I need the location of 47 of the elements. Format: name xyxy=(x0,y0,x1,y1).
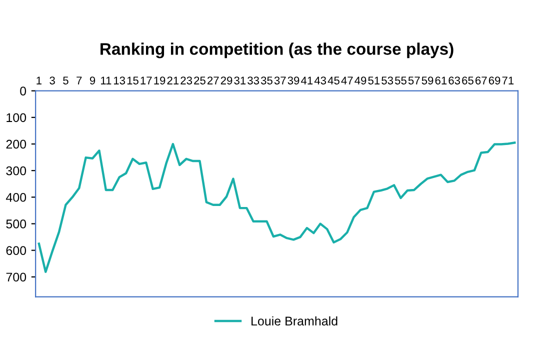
y-tick-label: 200 xyxy=(6,140,26,149)
x-tick-label: 25 xyxy=(194,76,206,84)
legend-label: Louie Bramhald xyxy=(252,316,338,326)
x-tick-label: 27 xyxy=(208,76,219,84)
x-tick-label: 33 xyxy=(248,76,260,84)
x-tick-label: 69 xyxy=(488,76,500,84)
x-tick-label: 9 xyxy=(90,76,96,84)
y-tick-label: 0 xyxy=(20,86,26,96)
x-tick-label: 7 xyxy=(76,76,82,84)
x-tick-label: 67 xyxy=(476,76,487,84)
y-tick-label: 700 xyxy=(6,272,26,282)
x-tick-label: 29 xyxy=(220,76,232,84)
chart-title: Ranking in competition (as the course plays) xyxy=(100,42,454,58)
x-tick-label: 43 xyxy=(314,76,326,84)
x-tick-label: 47 xyxy=(341,76,353,84)
y-tick-label: 300 xyxy=(6,166,26,176)
x-tick-label: 3 xyxy=(50,76,55,84)
x-tick-label: 61 xyxy=(435,76,447,84)
x-tick-label: 71 xyxy=(502,76,514,84)
x-tick-label: 49 xyxy=(354,76,366,84)
x-tick-label: 21 xyxy=(167,76,179,84)
x-tick-label: 65 xyxy=(462,76,474,84)
x-tick-label: 59 xyxy=(422,76,434,84)
y-tick-label: 100 xyxy=(6,113,26,122)
y-tick-label: 400 xyxy=(6,192,26,202)
x-tick-label: 1 xyxy=(36,76,42,84)
x-tick-label: 31 xyxy=(234,76,246,84)
y-tick-label: 600 xyxy=(6,246,26,255)
line-series xyxy=(38,142,516,273)
x-tick-label: 41 xyxy=(301,76,313,84)
x-tick-label: 5 xyxy=(63,76,68,84)
x-tick-label: 15 xyxy=(127,76,138,84)
x-tick-label: 63 xyxy=(448,76,460,84)
x-tick-label: 17 xyxy=(140,76,152,84)
x-tick-label: 37 xyxy=(274,76,286,84)
x-tick-label: 53 xyxy=(382,76,394,84)
x-tick-label: 13 xyxy=(114,76,126,84)
x-tick-label: 55 xyxy=(394,76,406,84)
x-tick-label: 35 xyxy=(260,76,272,84)
x-tick-label: 23 xyxy=(180,76,192,84)
y-tick-label: 500 xyxy=(6,220,26,228)
x-tick-label: 11 xyxy=(101,76,112,84)
x-tick-label: 45 xyxy=(328,76,340,84)
x-tick-label: 39 xyxy=(288,76,300,84)
x-tick-label: 19 xyxy=(154,76,166,84)
x-tick-label: 51 xyxy=(368,76,380,84)
x-tick-label: 57 xyxy=(408,76,420,84)
